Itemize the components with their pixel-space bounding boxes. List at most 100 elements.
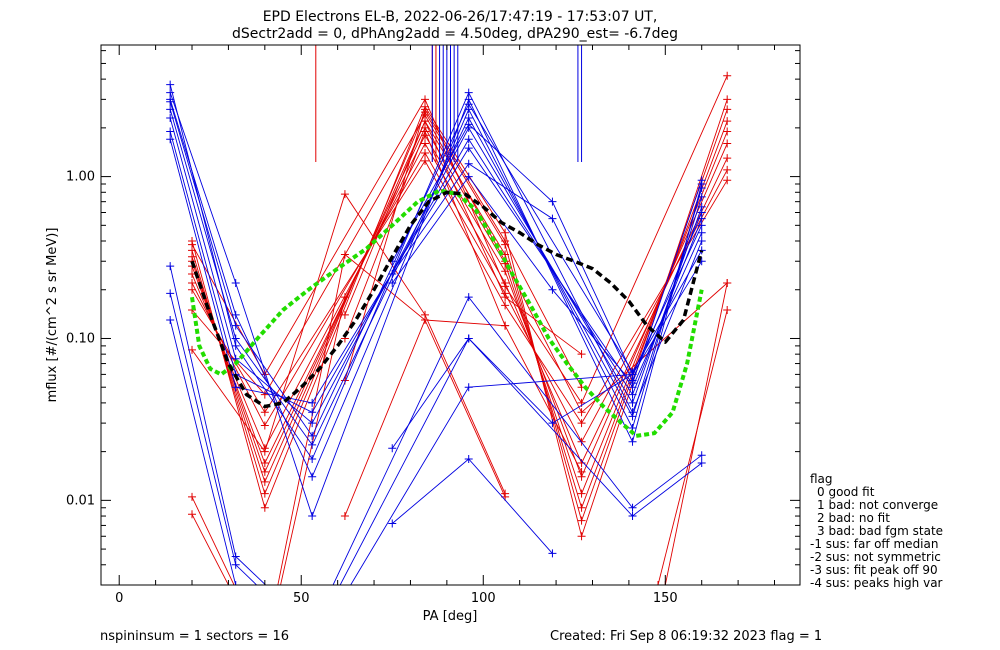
- red-point: [188, 285, 197, 294]
- blue-point: [231, 552, 240, 561]
- red-point: [340, 512, 349, 521]
- blue-point: [464, 135, 473, 144]
- blue-point: [308, 645, 316, 650]
- red-point: [723, 165, 732, 174]
- blue-point: [231, 334, 240, 343]
- red-point: [577, 408, 586, 417]
- legend: flag 0 good fit 1 bad: not converge 2 ba…: [810, 472, 943, 590]
- red-point: [501, 301, 510, 310]
- legend-entry-4: -1 sus: far off median: [810, 537, 938, 551]
- y-tick-label: 0.01: [66, 493, 95, 508]
- red-point: [260, 390, 269, 399]
- red-series-15: [344, 120, 582, 355]
- x-tick-label: 100: [471, 591, 496, 606]
- red-point: [577, 516, 586, 525]
- blue-point: [697, 192, 706, 201]
- blue-series-8: [169, 266, 702, 585]
- blue-point: [628, 370, 637, 379]
- blue-point: [464, 100, 473, 109]
- blue-point: [388, 444, 397, 453]
- blue-point: [548, 419, 557, 428]
- red-point: [421, 316, 430, 325]
- red-point: [260, 421, 269, 430]
- plot-area: [166, 45, 732, 650]
- y-tick-label: 1.00: [66, 170, 95, 185]
- red-point: [501, 293, 510, 302]
- red-point: [188, 492, 197, 501]
- blue-point: [166, 262, 175, 271]
- data-traces: [166, 45, 732, 650]
- red-point: [577, 419, 586, 428]
- blue-point: [166, 316, 175, 325]
- red-point: [723, 176, 732, 185]
- blue-series-15: [392, 458, 553, 554]
- blue-point: [231, 321, 240, 330]
- red-point: [723, 305, 732, 314]
- red-series-12: [191, 297, 346, 585]
- blue-point: [308, 455, 317, 464]
- red-point: [723, 105, 732, 114]
- red-point: [723, 95, 732, 104]
- black-fit-curve: [190, 190, 704, 409]
- red-point: [260, 408, 269, 417]
- blue-point: [166, 80, 175, 89]
- blue-point: [464, 334, 473, 343]
- legend-entry-5: -2 sus: not symmetric: [810, 550, 941, 564]
- red-point: [340, 310, 349, 319]
- blue-series-6: [169, 84, 703, 460]
- red-point: [501, 282, 510, 291]
- red-series-13: [344, 108, 582, 388]
- x-axis-label: PA [deg]: [423, 609, 478, 624]
- red-series-4: [191, 134, 728, 478]
- blue-point: [464, 172, 473, 181]
- legend-entry-3: 3 bad: bad fgm state: [817, 524, 943, 538]
- blue-point: [464, 120, 473, 129]
- x-tick-label: 150: [653, 591, 678, 606]
- red-point: [577, 350, 586, 359]
- red-series-6: [191, 152, 728, 443]
- blue-point: [308, 398, 317, 407]
- blue-point: [628, 512, 637, 521]
- red-point: [188, 510, 197, 519]
- x-tick-label: 50: [293, 591, 310, 606]
- footer-left: nspininsum = 1 sectors = 16: [100, 629, 289, 644]
- blue-point: [697, 451, 706, 460]
- blue-series-14: [391, 337, 633, 449]
- blue-series-9: [169, 293, 702, 585]
- red-point: [421, 156, 430, 165]
- blue-point: [697, 176, 706, 185]
- red-point: [340, 190, 349, 199]
- blue-point: [464, 159, 473, 168]
- blue-point: [548, 285, 557, 294]
- blue-point: [308, 625, 316, 633]
- red-point: [654, 581, 663, 585]
- red-point: [501, 267, 510, 276]
- red-series-18: [664, 282, 728, 585]
- blue-point: [464, 455, 473, 464]
- blue-point: [464, 88, 473, 97]
- red-point: [421, 139, 430, 148]
- red-point: [260, 489, 269, 498]
- blue-point: [548, 549, 557, 558]
- red-point: [260, 503, 269, 512]
- blue-point: [308, 431, 317, 440]
- red-point: [421, 95, 430, 104]
- red-point: [501, 237, 510, 246]
- blue-point: [166, 114, 175, 123]
- red-point: [421, 148, 430, 157]
- blue-point: [231, 279, 240, 288]
- red-point: [188, 240, 197, 249]
- blue-point: [697, 208, 706, 217]
- red-point: [421, 117, 430, 126]
- blue-point: [628, 408, 637, 417]
- blue-point: [166, 127, 175, 136]
- plot-frame: [100, 44, 801, 586]
- red-point: [577, 467, 586, 476]
- red-point: [340, 250, 349, 259]
- blue-point: [697, 228, 706, 237]
- blue-point: [464, 293, 473, 302]
- red-point: [723, 279, 732, 288]
- blue-point: [548, 197, 557, 206]
- red-series-9: [191, 114, 728, 414]
